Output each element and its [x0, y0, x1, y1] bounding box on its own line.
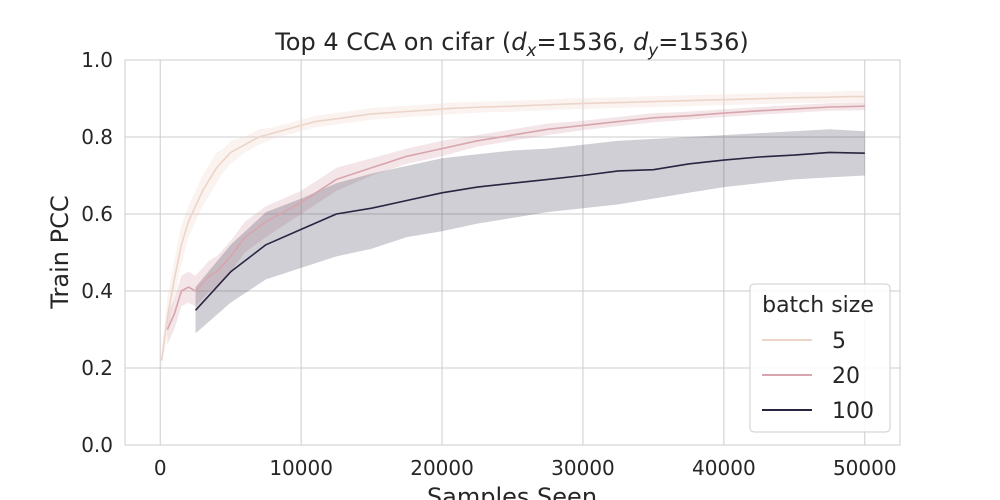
series-line-20: [166, 105, 865, 330]
y-axis-label: Train PCC: [46, 195, 74, 309]
legend-box: [749, 283, 891, 433]
legend: batch size 5 20 100: [749, 283, 891, 433]
series-line-5: [160, 95, 865, 361]
title-dy-value: =1536): [658, 28, 749, 56]
y-tick-label: 1.0: [81, 48, 113, 72]
y-tick-label: 0.4: [81, 279, 113, 303]
x-axis-label: Samples Seen: [427, 483, 597, 500]
series-band-100: [195, 129, 865, 334]
confidence-bands: [161, 90, 865, 369]
x-tick-label: 50000: [833, 456, 897, 480]
legend-title: batch size: [762, 293, 874, 318]
legend-label-20: 20: [832, 364, 860, 389]
x-tick-label: 0: [154, 456, 167, 480]
title-dx-subscript: x: [525, 41, 537, 61]
x-tick-label: 20000: [410, 456, 474, 480]
legend-items: 5 20 100: [762, 329, 874, 424]
y-tick-label: 0.2: [81, 356, 113, 380]
series-lines: [160, 95, 865, 361]
title-dy-symbol: d: [633, 28, 649, 56]
y-tick-label: 0.6: [81, 202, 113, 226]
title-dy-subscript: y: [647, 41, 659, 61]
chart-title: Top 4 CCA on cifar (dx=1536, dy=1536): [274, 28, 749, 61]
y-tick-label: 0.0: [81, 433, 113, 457]
x-tick-label: 10000: [269, 456, 333, 480]
x-tick-labels: 0 10000 20000 30000 40000 50000: [154, 456, 897, 480]
title-prefix: Top 4 CCA on cifar (: [274, 28, 511, 56]
y-tick-labels: 0.0 0.2 0.4 0.6 0.8 1.0: [81, 48, 113, 457]
series-line-100: [194, 151, 865, 311]
x-tick-label: 40000: [692, 456, 756, 480]
x-tick-label: 30000: [551, 456, 615, 480]
title-dx-symbol: d: [511, 28, 527, 56]
y-tick-label: 0.8: [81, 125, 113, 149]
legend-label-100: 100: [832, 399, 874, 424]
title-dx-value: =1536,: [536, 28, 632, 56]
plot-frame: [124, 59, 901, 446]
legend-label-5: 5: [832, 329, 846, 354]
